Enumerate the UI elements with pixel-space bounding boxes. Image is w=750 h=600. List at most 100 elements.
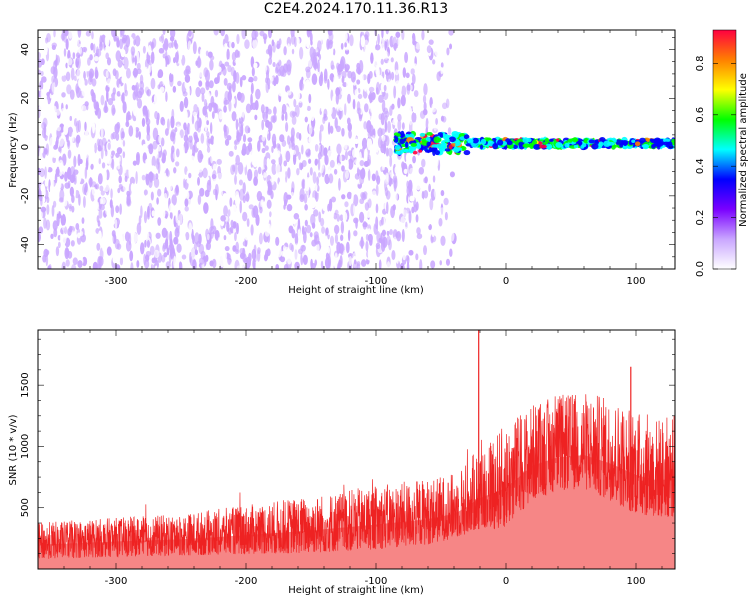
spectrogram-cell: [131, 214, 136, 227]
spectrogram-cell: [157, 69, 164, 79]
spectrogram-cell: [140, 195, 146, 202]
spectrogram-cell: [292, 149, 297, 156]
spectrogram-cell: [65, 71, 71, 82]
spectrogram-cell: [143, 66, 149, 79]
spectrogram-cell: [333, 168, 338, 175]
spectrogram-cell: [605, 261, 610, 269]
spectrogram-cell: [188, 172, 192, 179]
spectrogram-cell: [541, 164, 546, 173]
spectrogram-cell: [463, 75, 468, 83]
spectrogram-cell: [483, 150, 487, 157]
spectrogram-cell: [92, 261, 98, 269]
spectrogram-cell: [231, 41, 235, 49]
spectrogram-cell: [314, 158, 319, 165]
spectrogram-cell: [405, 254, 410, 262]
spectrogram-cell: [75, 52, 81, 59]
spectrogram-cell: [392, 118, 398, 126]
spectrogram-cell: [334, 75, 340, 85]
spectrogram-cell: [337, 262, 341, 269]
spectrogram-cell: [368, 211, 375, 221]
spectrogram-cell: [593, 197, 599, 208]
spectrogram-cell: [329, 235, 335, 246]
spectrogram-cell: [546, 230, 550, 239]
spectrogram-cell: [392, 204, 396, 211]
spectrogram-cell: [286, 78, 290, 86]
spectrogram-cell: [513, 232, 517, 242]
spectrogram-cell: [70, 141, 76, 148]
spectrogram-cell: [597, 161, 601, 171]
spectrogram-cell: [416, 143, 422, 150]
spectrogram-cell: [263, 36, 267, 45]
spectrogram-cell: [336, 214, 340, 222]
spectrogram-cell: [171, 145, 175, 155]
spectrogram-cell: [354, 173, 360, 180]
spectrogram-cell: [175, 210, 179, 224]
spectrogram-cell: [241, 264, 245, 269]
spectrogram-cell: [671, 138, 675, 143]
spectrogram-cell: [379, 219, 383, 227]
spectrogram-cell: [104, 170, 107, 182]
spectrogram-cell: [549, 210, 554, 221]
spectrogram-cell: [381, 176, 385, 188]
spectrogram-cell: [127, 156, 133, 164]
spectrogram-cell: [127, 100, 132, 112]
spectrogram-cell: [165, 91, 168, 102]
spectrogram-cell: [163, 252, 168, 258]
spectrogram-cell: [362, 132, 367, 138]
spectrogram-cell: [399, 138, 405, 145]
spectrogram-cell: [275, 62, 280, 73]
spectrogram-cell: [398, 92, 402, 99]
spectrogram-cell: [368, 71, 373, 79]
spectrogram-cell: [409, 242, 413, 250]
spectrogram-cell: [115, 205, 120, 214]
spectrogram-cell: [199, 187, 205, 197]
spectrogram-cell: [146, 89, 152, 97]
spectrogram-cell: [364, 114, 369, 121]
spectrogram-cell: [608, 252, 611, 263]
spectrogram-cell: [323, 86, 328, 92]
spectrogram-cell: [154, 249, 160, 259]
spectrogram-cell: [441, 85, 444, 93]
spectrogram-cell: [321, 226, 326, 234]
spectrogram-cell: [250, 224, 254, 236]
spectrogram-cell: [147, 30, 152, 43]
spectrogram-cell: [352, 252, 358, 262]
spectrogram-cell: [76, 176, 81, 187]
spectrogram-cell: [344, 158, 350, 171]
spectrogram-cell: [430, 260, 436, 269]
spectrogram-cell: [248, 76, 254, 83]
spectrogram-cell: [338, 196, 342, 209]
snr-x-tick-label: -200: [235, 576, 258, 587]
spectrogram-cell: [339, 154, 343, 163]
spectrogram-cell: [283, 191, 289, 205]
spectrogram-cell: [301, 225, 305, 235]
spectrogram-cell: [440, 62, 444, 69]
spectrogram-cell: [498, 46, 502, 54]
spectrogram-cell: [407, 35, 413, 45]
spectrogram-cell: [662, 141, 670, 146]
spectrogram-cell: [247, 142, 253, 152]
spectrogram-cell: [308, 158, 312, 164]
spectrogram-cell: [415, 42, 422, 50]
spectrogram-cell: [146, 123, 150, 136]
spectrogram-cell: [115, 50, 121, 62]
spectrogram-cell: [529, 82, 534, 93]
spectrogram-cell: [57, 146, 62, 152]
spectrogram-cell: [100, 94, 105, 106]
spectrogram-cell: [218, 110, 224, 120]
spectrogram-cell: [235, 154, 241, 166]
spectrogram-cell: [320, 103, 324, 113]
spectrogram-cell: [375, 170, 379, 182]
spectrogram-cell: [218, 81, 222, 95]
spectrogram-cell: [326, 100, 331, 107]
spectrogram-cell: [248, 49, 251, 57]
spectrogram-cell: [298, 151, 301, 161]
spectrogram-cell: [141, 117, 146, 128]
spectrogram-cell: [150, 191, 154, 201]
spectrogram-cell: [290, 30, 295, 37]
spectrogram-cell: [220, 145, 224, 155]
spectrogram-cell: [584, 30, 589, 35]
spectrogram-x-tick-label: -200: [235, 276, 258, 287]
spectrogram-cell: [198, 257, 205, 265]
spectrogram-cell: [328, 173, 334, 184]
